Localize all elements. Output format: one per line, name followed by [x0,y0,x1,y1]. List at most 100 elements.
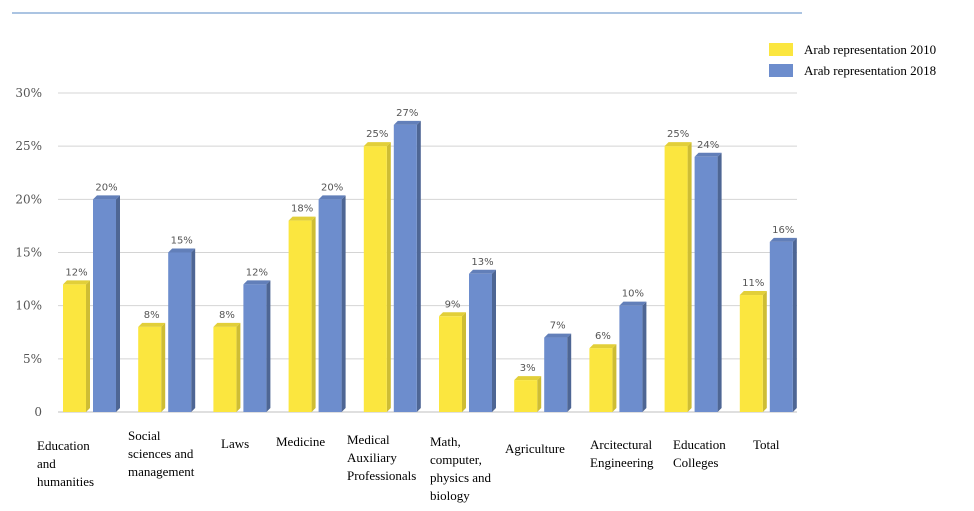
bar-2018 [769,241,793,412]
category-label: Total [753,437,780,452]
category-label-line: Laws [221,436,249,451]
bar-2018 [694,156,718,412]
bar-side [717,152,722,413]
category-label-line: Total [753,437,780,452]
bar-side [341,195,346,412]
bar-top [243,280,271,285]
category-label-line: Social [128,428,161,443]
bar-2018 [168,252,192,412]
bar-top [288,216,316,221]
bar-top [619,301,647,306]
data-label: 12% [246,267,268,278]
bar-2010 [213,326,237,412]
bar-side [687,142,692,412]
data-label: 6% [595,331,611,342]
bar-2018 [243,284,267,412]
bar-2018 [544,337,568,412]
bar-2010 [739,295,763,412]
bar-top [93,195,120,200]
category-label: Laws [221,436,249,451]
category-label-line: computer, [430,452,482,467]
data-label: 25% [667,129,689,140]
bar-side [537,376,542,412]
y-tick-label: 15% [15,246,42,260]
bar-2010 [63,284,86,412]
bar-2010 [363,146,387,412]
bar-top [514,376,542,381]
legend-label: Arab representation 2010 [804,42,936,57]
bar-2010 [589,348,613,412]
data-label: 7% [550,321,566,332]
category-label-line: Agriculture [505,441,565,456]
data-labels: 12% 20% 8% 15% 8% 12% 18% 20% 25% 27% 9% 13% 3% 7% 6% 1… [65,108,794,374]
data-label: 3% [520,363,536,374]
bar-2018 [93,199,116,412]
category-label-line: Math, [430,434,461,449]
bar-side [416,120,421,413]
category-label-line: Education [37,438,90,453]
data-label: 24% [697,140,719,151]
y-tick-label: 10% [15,299,42,313]
bar-top [469,269,496,274]
category-label: Medical Auxiliary Professionals [347,432,416,483]
bar-2018 [469,273,492,412]
data-label: 15% [171,236,193,247]
data-label: 12% [65,267,87,278]
y-tick-label: 20% [15,192,42,206]
category-label: Math, computer, physics and biology [430,434,492,503]
category-label-line: Professionals [347,468,416,483]
data-label: 13% [471,257,493,268]
bar-2018 [318,199,342,412]
bar-top [393,120,421,125]
bar-2010 [664,146,688,412]
y-tick-label: 30% [15,86,42,100]
y-axis-tick-labels: 0 5% 10% 15% 20% 25% 30% [15,86,42,419]
bar-side [612,344,617,412]
category-label-line: Engineering [590,455,654,470]
y-tick-label: 5% [23,352,42,366]
bar-top [213,322,241,327]
bar-top [544,333,572,338]
bar-side [762,291,767,412]
category-label-line: and [37,456,56,471]
bar-side [462,312,466,412]
category-label-line: Arcitectural [590,437,652,452]
bar-top [664,142,692,147]
bar-side [116,195,120,412]
data-label: 8% [144,310,160,321]
bar-top [589,344,617,349]
data-label: 20% [321,182,343,193]
category-label-line: Colleges [673,455,719,470]
data-label: 27% [396,108,418,119]
bar-top [439,312,466,317]
category-label-line: biology [430,488,470,503]
bar-side [492,269,496,412]
category-label: Social sciences and management [128,428,195,479]
data-label: 16% [772,225,794,236]
category-label: Agriculture [505,441,565,456]
bar-top [694,152,722,157]
bar-side [642,301,647,412]
bar-top [769,237,797,242]
bar-side [236,322,241,412]
bar-top [363,142,391,147]
category-label: Medicine [276,434,325,449]
bar-2010 [138,326,162,412]
bar-side [86,280,90,412]
data-label: 9% [445,299,461,310]
category-label: Arcitectural Engineering [590,437,654,470]
bar-side [311,216,316,412]
category-labels: Education and humanities Social sciences and… [37,428,780,503]
category-label-line: humanities [37,474,94,489]
bar-top [168,248,196,253]
bar-side [386,142,391,412]
category-label-line: management [128,464,195,479]
bar-side [191,248,196,412]
bar-top [63,280,90,285]
y-tick-label: 0 [34,405,42,419]
bars [63,120,797,413]
bar-2010 [439,316,462,412]
data-label: 10% [622,289,644,300]
bar-top [138,322,166,327]
